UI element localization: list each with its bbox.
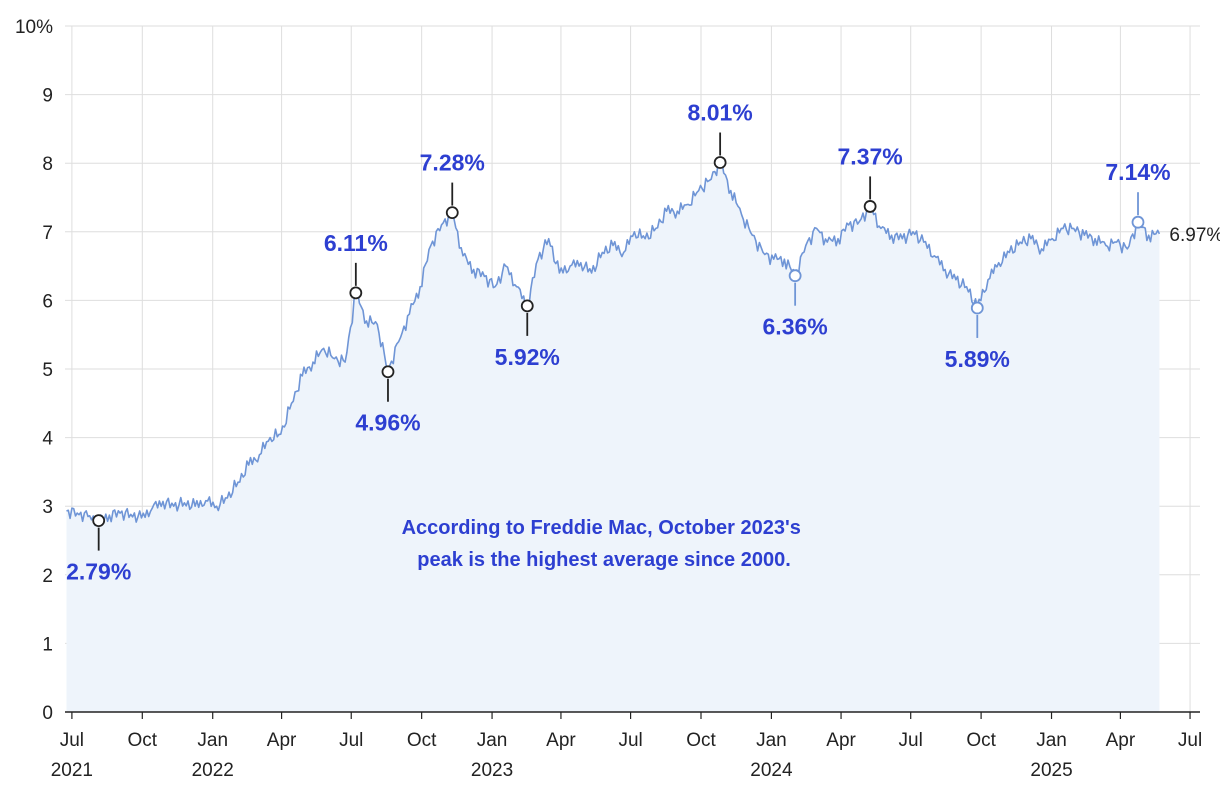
annotation-label: 2.79%	[66, 559, 131, 585]
chart-note-line-2: peak is the highest average since 2000.	[417, 549, 791, 571]
x-tick-label-month: Oct	[407, 730, 437, 751]
annotation-6-11: 6.11%	[324, 230, 388, 300]
x-tick-label-month: Oct	[128, 730, 158, 751]
annotation-5-92: 5.92%	[495, 299, 560, 370]
x-tick-label-month: Jul	[339, 730, 363, 751]
x-tick-label-year: 2021	[51, 760, 93, 781]
annotation-label: 6.11%	[324, 230, 388, 256]
annotation-7-28: 7.28%	[420, 150, 485, 219]
annotation-label: 6.36%	[763, 314, 828, 340]
series-area-fill	[66, 160, 1160, 712]
annotation-marker	[520, 299, 534, 313]
y-tick-label: 6	[42, 291, 53, 312]
x-axis-tick-labels: Jul 2021 Oct Jan 2022 Apr Jul Oct Jan 2023 Apr Jul O…	[51, 712, 1202, 781]
x-tick-label-month: Jul	[60, 730, 84, 751]
annotation-2-79: 2.79%	[66, 514, 131, 585]
annotation-marker	[445, 206, 459, 219]
x-tick-label-month: Jul	[1178, 730, 1202, 751]
annotation-marker	[92, 514, 106, 528]
annotation-marker	[1131, 215, 1145, 229]
x-tick-label-month: Jan	[756, 730, 787, 751]
x-tick-label-month: Jan	[1036, 730, 1067, 751]
annotation-label: 5.89%	[945, 346, 1010, 372]
x-tick-label-month: Apr	[1106, 730, 1136, 751]
y-tick-label: 2	[42, 566, 53, 587]
annotation-label: 7.28%	[420, 150, 485, 176]
annotation-label: 7.37%	[838, 143, 903, 169]
x-tick-label-month: Jan	[197, 730, 228, 751]
y-tick-label: 4	[42, 429, 53, 450]
annotation-marker	[349, 286, 363, 300]
chart-note: According to Freddie Mac, October 2023's…	[402, 517, 807, 571]
annotation-5-89: 5.89%	[945, 301, 1010, 372]
y-tick-label: 9	[42, 86, 53, 107]
annotation-8-01: 8.01%	[688, 100, 753, 169]
x-tick-label-month: Oct	[686, 730, 716, 751]
y-tick-label: 0	[42, 703, 53, 724]
y-tick-label: 10%	[15, 17, 53, 38]
x-tick-label-year: 2023	[471, 760, 513, 781]
annotations: 2.79% 6.11% 4.96% 7.28% 5.92% 8.01% 6.36% 7.37%…	[66, 100, 1171, 585]
end-value-label: 6.97%	[1169, 225, 1220, 246]
y-tick-label: 5	[42, 360, 53, 381]
annotation-label: 7.14%	[1105, 159, 1170, 185]
x-tick-label-year: 2025	[1030, 760, 1072, 781]
annotation-7-14: 7.14%	[1105, 159, 1171, 229]
x-tick-label-year: 2024	[750, 760, 793, 781]
y-tick-label: 1	[42, 634, 53, 655]
annotation-7-37: 7.37%	[838, 143, 903, 213]
y-tick-label: 3	[42, 497, 53, 518]
annotation-marker	[381, 365, 395, 379]
annotation-marker	[713, 156, 727, 169]
x-tick-label-month: Jul	[899, 730, 923, 751]
x-tick-label-month: Oct	[966, 730, 996, 751]
y-tick-label: 8	[42, 154, 53, 175]
annotation-label: 8.01%	[688, 100, 753, 126]
y-axis-tick-labels: 0 1 2 3 4 5 6 7 8 9 10%	[15, 17, 53, 724]
y-tick-label: 7	[42, 223, 53, 244]
annotation-label: 4.96%	[355, 410, 420, 436]
x-tick-label-year: 2022	[192, 760, 234, 781]
annotation-marker	[788, 269, 802, 283]
annotation-marker	[863, 200, 877, 213]
x-tick-label-month: Apr	[546, 730, 576, 751]
chart-note-line-1: According to Freddie Mac, October 2023's	[402, 517, 801, 539]
x-tick-label-month: Jan	[477, 730, 508, 751]
x-tick-label-month: Jul	[618, 730, 642, 751]
annotation-6-36: 6.36%	[763, 269, 828, 340]
x-tick-label-month: Apr	[267, 730, 297, 751]
annotation-4-96: 4.96%	[355, 365, 421, 436]
annotation-label: 5.92%	[495, 344, 560, 370]
annotation-marker	[970, 301, 984, 315]
x-tick-label-month: Apr	[826, 730, 856, 751]
